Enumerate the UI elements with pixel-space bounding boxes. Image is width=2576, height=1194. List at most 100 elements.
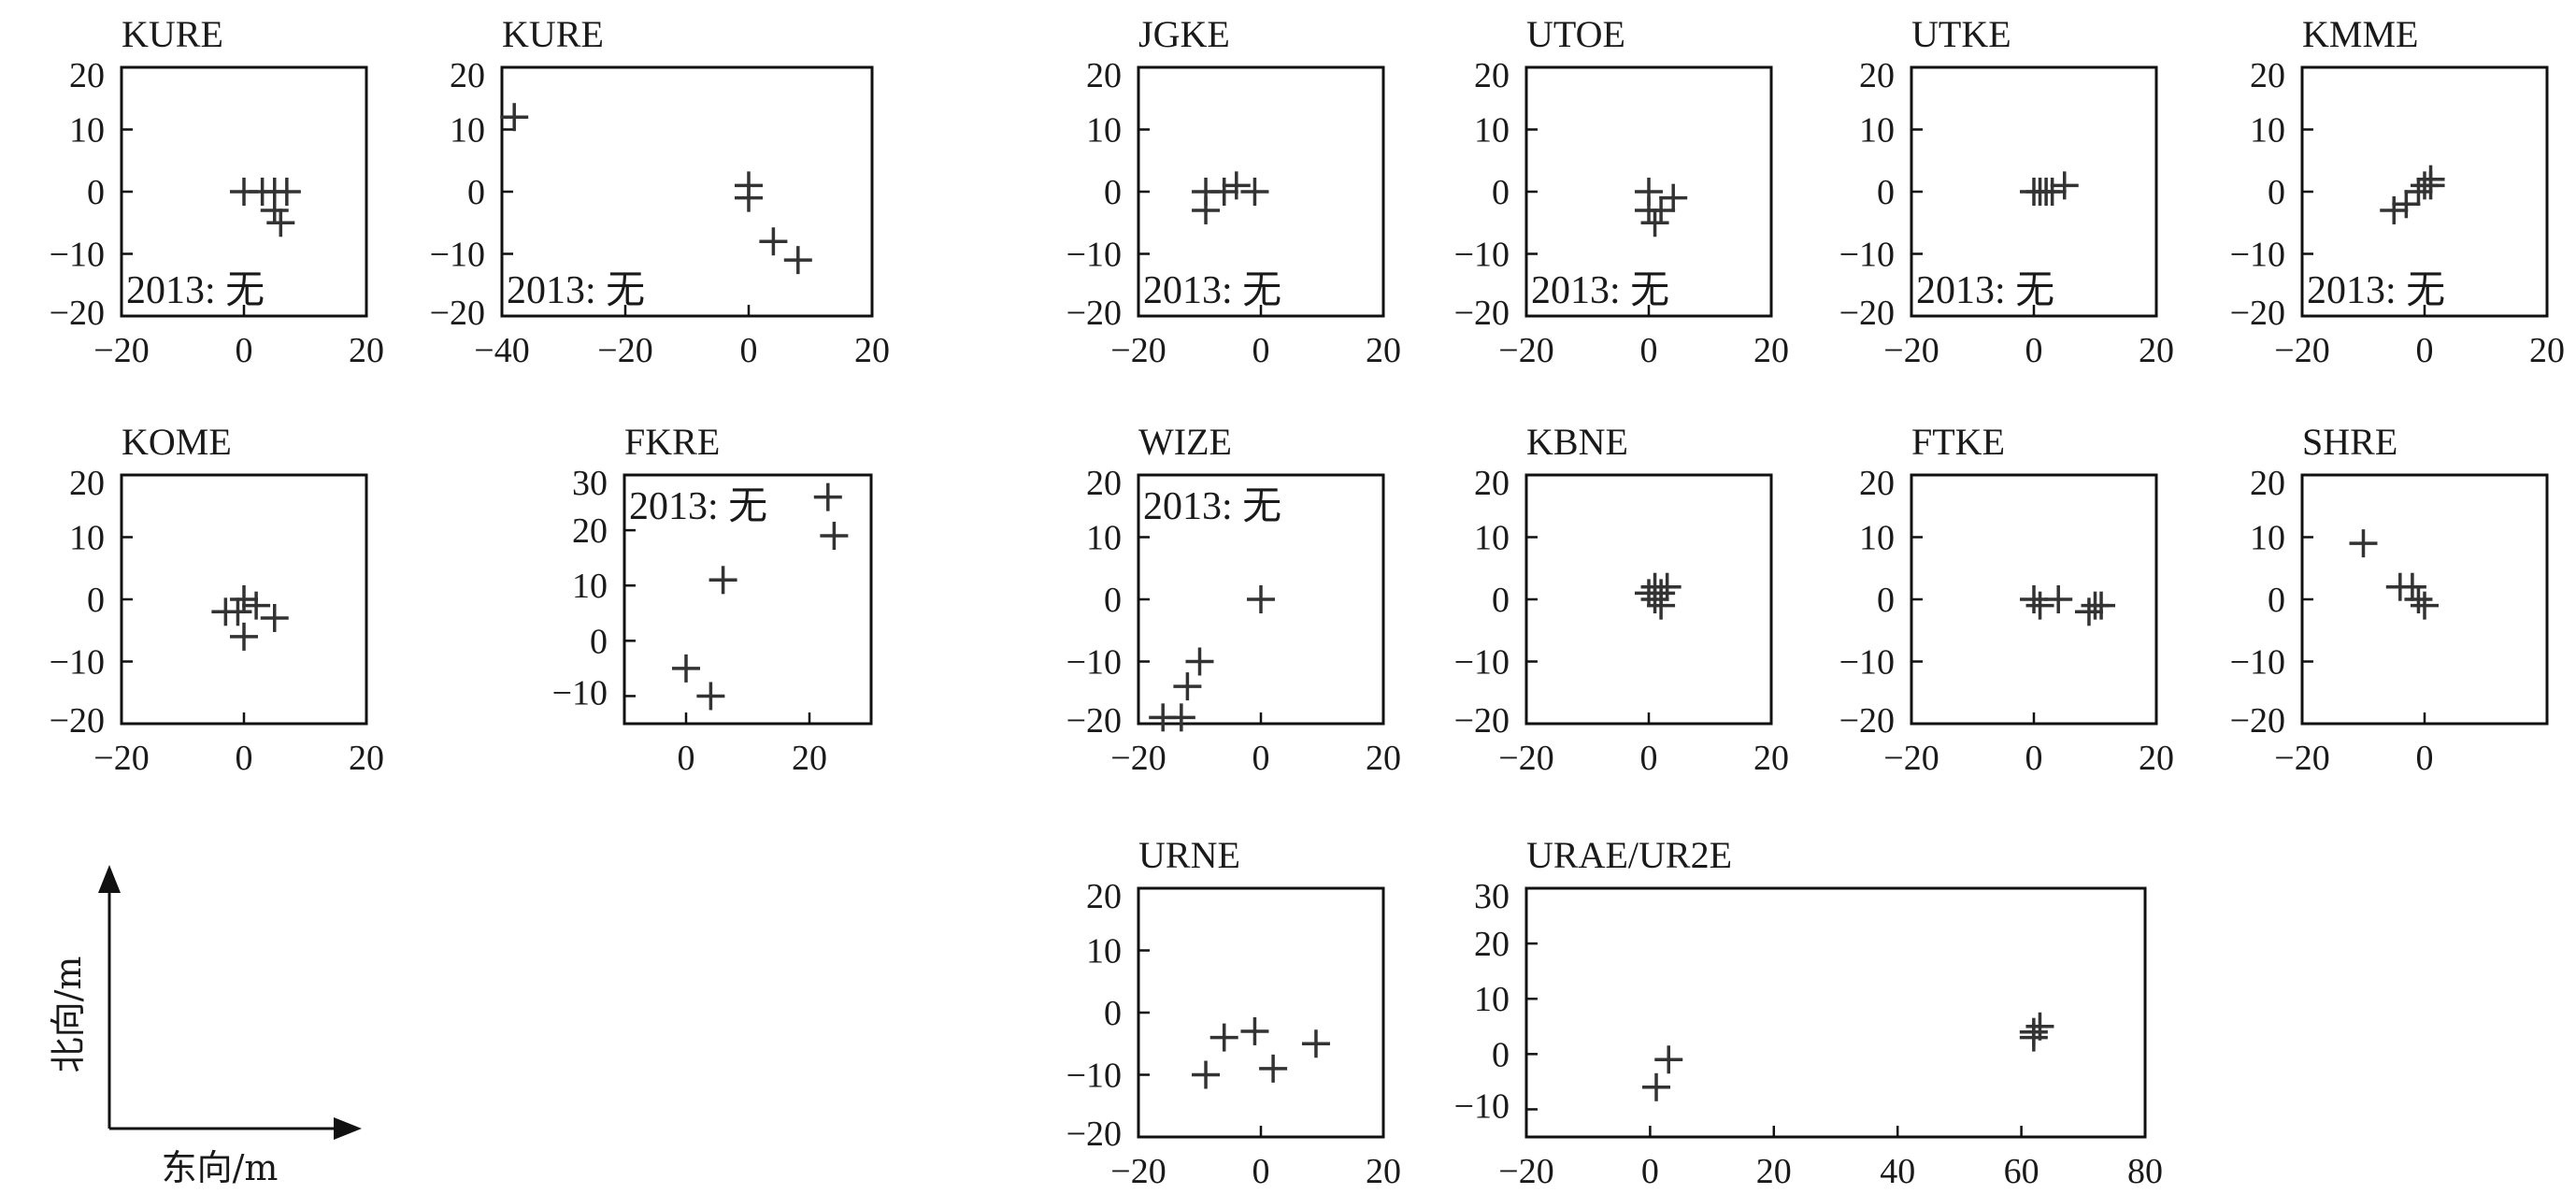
- data-point-marker: [260, 603, 289, 632]
- data-point-marker: [2025, 591, 2054, 620]
- y-tick-label: −10: [50, 643, 105, 683]
- panel-2: JGKE −20 0 20 20 10 0 −10 −20 2013: 无: [1066, 13, 1401, 370]
- x-tick-label: −20: [93, 739, 149, 778]
- data-point-marker: [2025, 1012, 2054, 1041]
- y-tick-label: −20: [430, 294, 485, 333]
- x-tick-label: 80: [2127, 1152, 2163, 1191]
- x-tick-label: 20: [1756, 1152, 1792, 1191]
- y-tick-label: 0: [1492, 173, 1510, 212]
- data-point-marker: [1209, 178, 1238, 206]
- y-tick-label: −20: [1066, 1115, 1122, 1154]
- y-tick-label: 0: [1877, 581, 1895, 620]
- data-point-marker: [1654, 1045, 1683, 1074]
- y-tick-label: 20: [1474, 56, 1510, 95]
- data-point-marker: [735, 183, 763, 212]
- y-tick-label: 10: [1086, 519, 1122, 558]
- x-tick-label: 0: [2025, 331, 2043, 370]
- y-tick-label: −10: [1066, 643, 1122, 683]
- y-tick-label: −10: [1454, 1086, 1510, 1126]
- panel-title: KOME: [122, 421, 232, 463]
- direction-legend: 东向/m 北向/m: [48, 865, 362, 1188]
- panel-title: FTKE: [1911, 421, 2005, 463]
- data-point-marker: [1192, 1060, 1221, 1089]
- data-point-marker: [2380, 195, 2409, 224]
- data-point-marker: [272, 178, 301, 206]
- panel-8: WIZE −20 0 20 20 10 0 −10 −20 2013: 无: [1066, 421, 1401, 778]
- y-tick-label: 20: [1474, 464, 1510, 503]
- y-tick-label: 10: [1859, 519, 1895, 558]
- data-point-marker: [2416, 165, 2445, 194]
- y-tick-label: 20: [2250, 56, 2285, 95]
- data-point-marker: [260, 195, 289, 224]
- x-tick-label: 0: [1252, 331, 1270, 370]
- data-point-marker: [2397, 572, 2426, 601]
- x-tick-label: 0: [1252, 1152, 1270, 1191]
- x-tick-label: 20: [854, 331, 890, 370]
- data-point-marker: [2404, 178, 2433, 206]
- no-data-note: 2013: 无: [1143, 269, 1281, 312]
- y-tick-label: −20: [2230, 701, 2285, 741]
- y-tick-label: 10: [69, 111, 105, 151]
- x-tick-label: 20: [1753, 331, 1789, 370]
- panel-title: WIZE: [1138, 421, 1232, 463]
- y-tick-label: 0: [1104, 581, 1122, 620]
- y-tick-label: 10: [2250, 111, 2285, 151]
- x-tick-label: 20: [792, 739, 827, 778]
- y-tick-label: −10: [1066, 236, 1122, 275]
- data-point-marker: [2044, 585, 2073, 613]
- x-tick-label: 0: [1640, 331, 1658, 370]
- y-tick-label: 0: [1104, 994, 1122, 1033]
- y-tick-label: −10: [2230, 236, 2285, 275]
- x-tick-label: 0: [236, 739, 253, 778]
- x-tick-label: 60: [2004, 1152, 2039, 1191]
- y-tick-label: −10: [1839, 236, 1895, 275]
- y-tick-label: 20: [2250, 464, 2285, 503]
- data-point-marker: [1642, 1072, 1671, 1101]
- y-tick-label: 0: [87, 581, 105, 620]
- panel-0: KURE −20 0 20 20 10 0 −10 −20 2013: 无: [50, 13, 384, 370]
- data-point-marker: [1173, 672, 1202, 701]
- panel-6: KOME −20 0 20 20 10 0 −10 −20: [50, 421, 384, 778]
- no-data-note: 2013: 无: [2307, 269, 2445, 312]
- data-point-marker: [223, 597, 252, 626]
- panel-13: URAE/UR2E −20 0 20 40 60 80 30 20 10 0 −10: [1454, 834, 2163, 1191]
- x-tick-label: −20: [1883, 331, 1939, 370]
- y-tick-label: 10: [1474, 980, 1510, 1019]
- y-tick-label: 0: [1877, 173, 1895, 212]
- x-tick-label: −20: [1110, 739, 1166, 778]
- panel-title: KMME: [2302, 13, 2418, 55]
- data-point-marker: [813, 482, 842, 511]
- y-tick-label: 10: [450, 111, 485, 151]
- data-point-marker: [1185, 647, 1214, 676]
- east-arrow-head: [334, 1117, 362, 1140]
- panel-9: KBNE −20 0 20 20 10 0 −10 −20: [1454, 421, 1789, 778]
- data-point-marker: [2404, 585, 2433, 613]
- data-point-marker: [1240, 1016, 1269, 1045]
- no-data-note: 2013: 无: [507, 269, 645, 312]
- x-tick-label: 20: [1753, 739, 1789, 778]
- y-tick-label: 0: [1104, 173, 1122, 212]
- y-tick-label: −10: [2230, 643, 2285, 683]
- x-tick-label: 20: [2139, 331, 2174, 370]
- y-tick-label: −20: [50, 701, 105, 741]
- y-tick-label: −10: [430, 236, 485, 275]
- data-point-marker: [230, 622, 258, 651]
- y-tick-label: −10: [50, 236, 105, 275]
- plot-frame: [1137, 886, 1385, 1139]
- no-data-note: 2013: 无: [1916, 269, 2054, 312]
- panel-4: UTKE −20 0 20 20 10 0 −10 −20 2013: 无: [1839, 13, 2174, 370]
- y-tick-label: 10: [572, 567, 608, 606]
- data-point-marker: [1192, 195, 1221, 224]
- y-tick-label: −10: [1066, 1057, 1122, 1096]
- data-point-marker: [1301, 1029, 1330, 1058]
- y-tick-label: −20: [1839, 294, 1895, 333]
- data-point-marker: [500, 103, 529, 132]
- y-tick-label: −10: [1839, 643, 1895, 683]
- y-tick-label: −20: [1066, 701, 1122, 741]
- panel-5: KMME −20 0 20 20 10 0 −10 −20 2013: 无: [2230, 13, 2565, 370]
- y-tick-label: 0: [1492, 1035, 1510, 1074]
- north-arrow-head: [98, 865, 121, 893]
- x-tick-label: 20: [2529, 331, 2565, 370]
